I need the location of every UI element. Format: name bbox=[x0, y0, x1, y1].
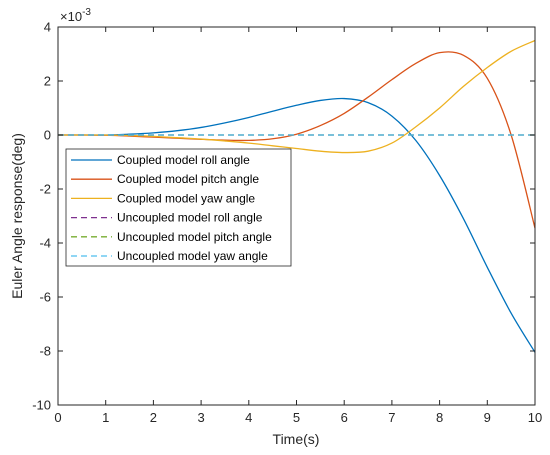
y-tick-label: -6 bbox=[39, 290, 51, 305]
legend: Coupled model roll angle Coupled model pi… bbox=[65, 148, 292, 267]
series-line-coupled-model-roll-angle bbox=[58, 97, 536, 353]
y-tick-label: -2 bbox=[39, 182, 51, 197]
x-tick-label: 3 bbox=[197, 410, 204, 425]
y-tick-label: 4 bbox=[44, 20, 51, 35]
y-axis-label: Euler Angle response(deg) bbox=[9, 133, 25, 299]
y-tick-label: -4 bbox=[39, 236, 51, 251]
x-tick-label: 8 bbox=[436, 410, 443, 425]
legend-box bbox=[65, 148, 292, 267]
x-tick-label: 9 bbox=[484, 410, 491, 425]
axis-ticks: 0 1 2 3 4 5 6 7 8 9 10 -10 -8 -6 -4 -2 0 2 4 bbox=[32, 20, 542, 426]
y-multiplier: ×10-3 bbox=[60, 7, 91, 24]
legend-label: Uncoupled model pitch angle bbox=[117, 230, 272, 244]
y-tick-label: -8 bbox=[39, 344, 51, 359]
x-tick-label: 1 bbox=[102, 410, 109, 425]
legend-label: Coupled model yaw angle bbox=[117, 191, 255, 205]
legend-label: Coupled model roll angle bbox=[117, 153, 250, 167]
x-tick-label: 4 bbox=[245, 410, 252, 425]
x-tick-label: 2 bbox=[150, 410, 157, 425]
x-tick-label: 7 bbox=[388, 410, 395, 425]
x-axis-label: Time(s) bbox=[273, 431, 320, 447]
plot-lines bbox=[57, 39, 536, 353]
x-tick-label: 5 bbox=[293, 410, 300, 425]
x-tick-label: 6 bbox=[341, 410, 348, 425]
series-line-coupled-model-yaw-angle bbox=[58, 39, 536, 154]
x-tick-label: 10 bbox=[528, 410, 542, 425]
y-tick-label: -10 bbox=[32, 398, 51, 413]
y-tick-label: 0 bbox=[44, 128, 51, 143]
x-tick-label: 0 bbox=[54, 410, 61, 425]
legend-label: Uncoupled model roll angle bbox=[117, 211, 263, 225]
legend-label: Coupled model pitch angle bbox=[117, 172, 259, 186]
legend-label: Uncoupled model yaw angle bbox=[117, 249, 268, 263]
y-tick-label: 2 bbox=[44, 74, 51, 89]
